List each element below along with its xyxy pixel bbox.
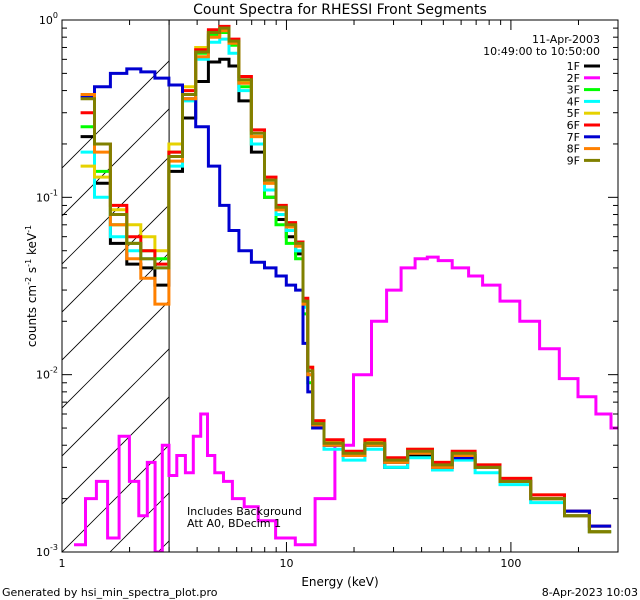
footer-generated-by: Generated by hsi_min_spectra_plot.pro xyxy=(2,586,218,599)
y-tick-label--1: 10-1 xyxy=(36,188,58,204)
x-axis-label: Energy (keV) xyxy=(301,575,378,589)
legend-date: 11-Apr-2003 xyxy=(532,33,600,46)
series-8F xyxy=(80,29,612,534)
chart-title: Count Spectra for RHESSI Front Segments xyxy=(193,2,487,18)
y-tick-label--2: 10-2 xyxy=(36,366,58,382)
axes: 1 10 100 100 10-1 10-2 10-3 xyxy=(36,11,619,570)
series-layer xyxy=(74,24,618,552)
series-9F xyxy=(80,26,612,534)
hatch-line xyxy=(62,60,170,169)
footer-timestamp: 8-Apr-2023 10:03 xyxy=(542,586,638,599)
y-tick-label-0: 100 xyxy=(39,11,58,27)
annotation-background: Includes Background xyxy=(187,505,302,518)
x-tick-label-1: 1 xyxy=(59,557,66,570)
legend-label-5F: 5F xyxy=(567,107,580,120)
series-7F xyxy=(80,67,612,528)
x-tick-label-10: 10 xyxy=(279,557,293,570)
legend-time-range: 10:49:00 to 10:50:00 xyxy=(483,45,600,58)
legend-label-3F: 3F xyxy=(567,84,580,97)
y-axis-label: counts cm-2 s-1 keV-1 xyxy=(24,225,39,347)
annotation-attenuator: Att A0, BDecim 1 xyxy=(187,517,281,530)
series-6F xyxy=(80,24,612,528)
legend-label-2F: 2F xyxy=(567,72,580,85)
y-tick-label--3: 10-3 xyxy=(36,543,58,559)
hatch-line xyxy=(62,204,170,313)
series-2F xyxy=(74,255,618,552)
legend-label-6F: 6F xyxy=(567,119,580,132)
plot-frame xyxy=(61,19,619,553)
legend-label-9F: 9F xyxy=(567,154,580,167)
hatch-line xyxy=(62,252,170,361)
legend-label-1F: 1F xyxy=(567,60,580,73)
legend-label-8F: 8F xyxy=(567,143,580,156)
legend-label-4F: 4F xyxy=(567,95,580,108)
legend-label-7F: 7F xyxy=(567,131,580,144)
hatch-line xyxy=(62,396,170,505)
x-tick-label-100: 100 xyxy=(500,557,521,570)
